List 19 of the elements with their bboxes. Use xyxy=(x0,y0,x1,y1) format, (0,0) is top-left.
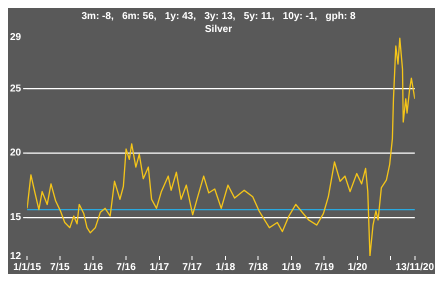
x-tick-label: 1/19 xyxy=(282,262,302,273)
x-tick-label: 7/17 xyxy=(182,262,202,273)
x-tick-label: 7/19 xyxy=(314,262,334,273)
x-tick-label: 1/18 xyxy=(216,262,236,273)
x-tick-label: 7/16 xyxy=(116,262,136,273)
x-tick-label: 1/20 xyxy=(348,262,368,273)
y-tick-label: 25 xyxy=(10,83,22,94)
chart-subtitle: Silver xyxy=(204,24,232,35)
x-tick-label: 13/11/20 xyxy=(396,262,434,273)
x-tick-label: 7/18 xyxy=(248,262,268,273)
x-tick-label: 7/15 xyxy=(50,262,70,273)
x-tick-label: 1/17 xyxy=(150,262,170,273)
chart-title: 3m: -8, 6m: 56, 1y: 43, 3y: 13, 5y: 11, 10y: -1, gph: 8 xyxy=(81,10,356,22)
y-tick-label: 29 xyxy=(10,32,22,43)
x-tick-label: 1/1/15 xyxy=(13,262,42,273)
x-tick-label: 1/16 xyxy=(83,262,104,273)
y-tick-label: 20 xyxy=(10,148,22,159)
y-tick-label: 12 xyxy=(10,250,22,262)
y-tick-label: 15 xyxy=(10,212,22,224)
